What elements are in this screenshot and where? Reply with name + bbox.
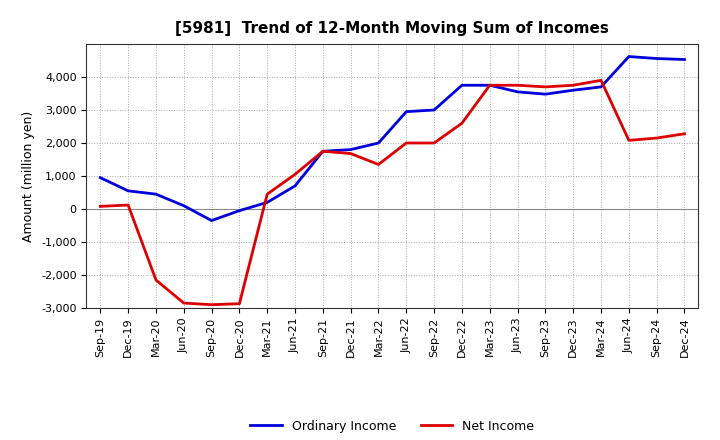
Net Income (652, 136, 661, 141)
Net Income (235, 301, 243, 306)
Ordinary Income (513, 89, 522, 95)
Net Income (263, 191, 271, 197)
Line: Ordinary Income: Ordinary Income (100, 56, 685, 220)
Net Income (346, 151, 355, 156)
Ordinary Income (541, 92, 550, 97)
Ordinary Income (374, 140, 383, 146)
Net Income (207, 302, 216, 307)
Line: Net Income: Net Income (100, 80, 685, 304)
Net Income (318, 149, 327, 154)
Ordinary Income (318, 149, 327, 154)
Ordinary Income (235, 208, 243, 213)
Net Income (179, 301, 188, 306)
Ordinary Income (179, 203, 188, 208)
Net Income (485, 83, 494, 88)
Ordinary Income (96, 175, 104, 180)
Ordinary Income (346, 147, 355, 152)
Ordinary Income (624, 54, 633, 59)
Net Income (374, 162, 383, 167)
Title: [5981]  Trend of 12-Month Moving Sum of Incomes: [5981] Trend of 12-Month Moving Sum of I… (176, 21, 609, 36)
Ordinary Income (569, 88, 577, 93)
Net Income (680, 131, 689, 136)
Net Income (402, 140, 410, 146)
Ordinary Income (458, 83, 467, 88)
Ordinary Income (485, 83, 494, 88)
Ordinary Income (597, 84, 606, 89)
Net Income (624, 138, 633, 143)
Net Income (124, 202, 132, 208)
Ordinary Income (680, 57, 689, 62)
Ordinary Income (652, 56, 661, 61)
Net Income (513, 83, 522, 88)
Ordinary Income (207, 218, 216, 223)
Ordinary Income (263, 200, 271, 205)
Net Income (569, 83, 577, 88)
Net Income (458, 121, 467, 126)
Net Income (541, 84, 550, 89)
Y-axis label: Amount (million yen): Amount (million yen) (22, 110, 35, 242)
Net Income (597, 77, 606, 83)
Net Income (96, 204, 104, 209)
Net Income (152, 277, 161, 282)
Net Income (430, 140, 438, 146)
Ordinary Income (124, 188, 132, 194)
Ordinary Income (152, 191, 161, 197)
Legend: Ordinary Income, Net Income: Ordinary Income, Net Income (246, 414, 539, 437)
Ordinary Income (402, 109, 410, 114)
Ordinary Income (430, 107, 438, 113)
Net Income (291, 172, 300, 177)
Ordinary Income (291, 183, 300, 188)
